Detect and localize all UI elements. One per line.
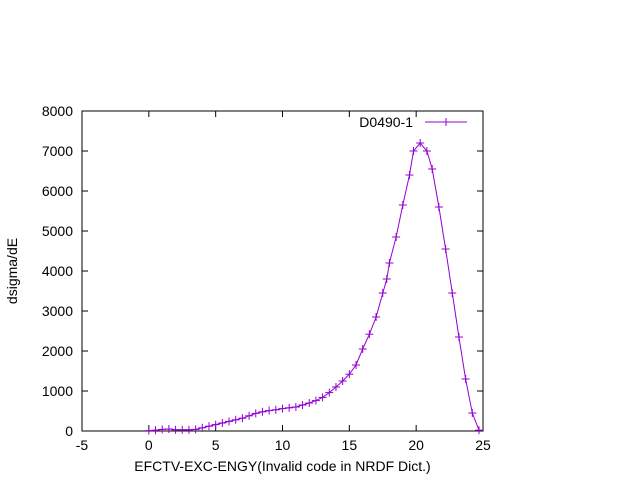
series-line — [148, 142, 480, 432]
legend-marker-sample — [442, 118, 450, 126]
data-point — [345, 370, 354, 379]
data-point — [382, 275, 391, 283]
y-tick-label: 1000 — [42, 383, 73, 399]
data-point — [454, 333, 463, 341]
data-point — [151, 426, 160, 435]
x-axis-ticks: -5 0 5 10 15 20 25 — [76, 111, 491, 453]
data-point — [258, 407, 267, 416]
legend-marker-plus — [442, 118, 450, 126]
data-point — [474, 426, 483, 435]
data-point — [358, 345, 367, 353]
data-point — [171, 425, 180, 434]
y-tick-label: 8000 — [42, 103, 73, 119]
data-point — [405, 171, 414, 179]
data-point — [144, 426, 153, 435]
data-point — [318, 393, 327, 402]
data-point — [218, 419, 227, 427]
data-point — [365, 330, 374, 339]
legend-label: D0490-1 — [359, 114, 413, 130]
data-point — [352, 361, 361, 369]
y-tick-label: 3000 — [42, 303, 73, 319]
data-point — [158, 425, 167, 434]
legend: D0490-1 — [359, 114, 467, 130]
y-tick-label: 2000 — [42, 343, 73, 359]
data-point — [178, 425, 187, 434]
y-tick-label: 7000 — [42, 143, 73, 159]
data-point — [191, 425, 200, 434]
data-point — [441, 245, 450, 253]
data-point — [198, 423, 207, 432]
data-point — [409, 147, 418, 155]
data-point — [164, 425, 173, 433]
data-point — [251, 409, 260, 418]
data-point — [265, 406, 274, 415]
data-point — [231, 415, 240, 424]
y-axis-label: dsigma/dE — [4, 238, 20, 304]
data-point — [422, 147, 431, 155]
x-tick-label: -5 — [76, 437, 89, 453]
data-point — [398, 201, 407, 209]
data-point — [225, 417, 234, 426]
data-point — [461, 375, 470, 383]
data-point — [378, 289, 387, 297]
data-point — [291, 403, 300, 411]
data-point — [428, 165, 437, 173]
x-tick-label: 0 — [145, 437, 153, 453]
series-layer — [144, 139, 483, 435]
data-point — [298, 401, 307, 409]
data-point — [392, 233, 401, 241]
data-point — [211, 420, 220, 429]
data-point — [285, 403, 294, 412]
data-point — [331, 383, 340, 391]
y-tick-label: 5000 — [42, 223, 73, 239]
data-point — [434, 203, 443, 211]
data-point — [204, 422, 213, 431]
data-point — [385, 259, 394, 267]
data-point — [305, 399, 314, 407]
y-tick-label: 0 — [65, 423, 73, 439]
y-tick-label: 6000 — [42, 183, 73, 199]
data-point — [448, 289, 457, 297]
data-point — [271, 405, 280, 414]
data-point — [311, 396, 320, 405]
x-tick-label: 20 — [408, 437, 424, 453]
data-point — [372, 313, 381, 321]
y-tick-label: 4000 — [42, 263, 73, 279]
x-tick-label: 5 — [212, 437, 220, 453]
y-axis-ticks: 0 1000 2000 3000 4000 5000 6000 7000 8000 — [42, 103, 483, 439]
data-point — [278, 404, 287, 413]
x-axis-label: EFCTV-EXC-ENGY(Invalid code in NRDF Dict… — [134, 458, 430, 474]
x-tick-label: 15 — [342, 437, 358, 453]
data-point — [416, 139, 425, 147]
data-point — [468, 409, 477, 417]
data-point — [184, 425, 193, 434]
data-point — [245, 411, 254, 420]
x-tick-label: 25 — [475, 437, 491, 453]
data-point — [338, 377, 347, 385]
data-point — [238, 414, 247, 423]
data-point — [325, 388, 334, 397]
x-tick-label: 10 — [275, 437, 291, 453]
